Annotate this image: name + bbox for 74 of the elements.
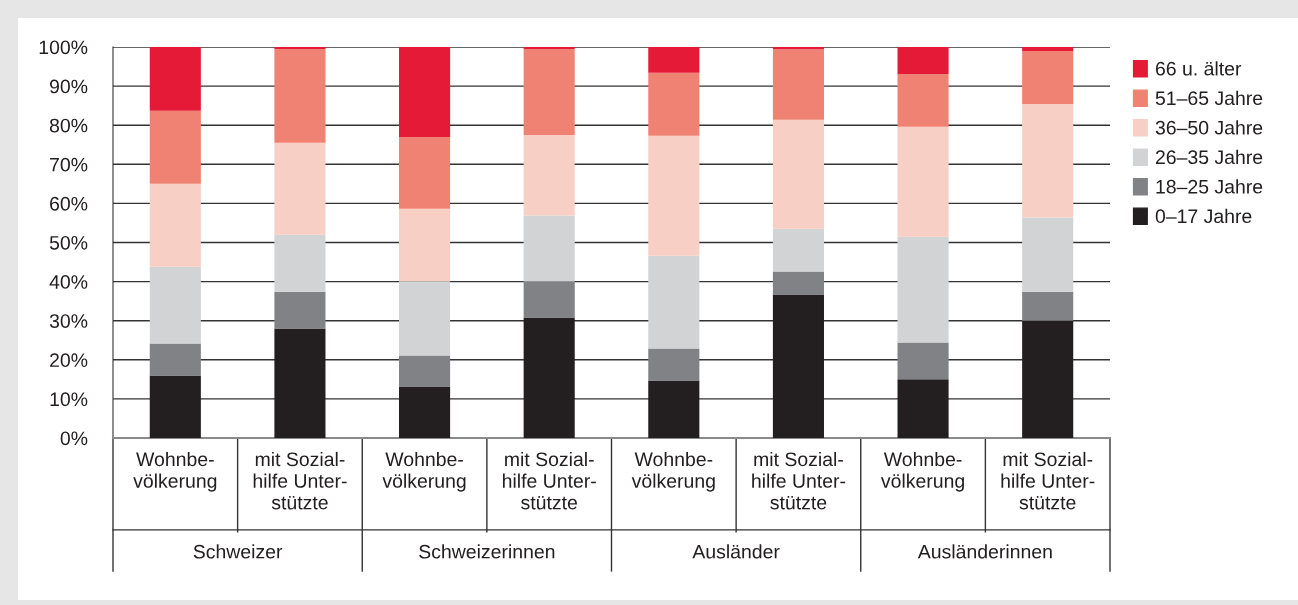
bar xyxy=(523,134,575,216)
bar xyxy=(523,215,575,282)
x-tick-label: Wohnbe- völkerung xyxy=(133,451,217,492)
bar xyxy=(772,271,824,295)
bar xyxy=(897,126,949,237)
y-tick-label: 10% xyxy=(50,392,88,407)
bar xyxy=(399,47,451,137)
bar xyxy=(648,47,700,73)
y-tick-label: 0% xyxy=(60,431,88,446)
y-tick-label: 60% xyxy=(50,196,88,211)
bar xyxy=(1022,104,1074,218)
bar xyxy=(274,142,326,235)
x-tick-label: mit Sozial- hilfe Unter- stützte xyxy=(502,451,596,510)
bar xyxy=(648,72,700,136)
legend-label: 26–35 Jahre xyxy=(1155,149,1263,165)
x-tick-label: Wohnbe- völkerung xyxy=(631,451,715,492)
y-tick-label: 20% xyxy=(50,353,88,368)
legend-label: 18–25 Jahre xyxy=(1156,179,1263,194)
x-tick-label: Wohnbe- völkerung xyxy=(382,451,466,492)
y-tick-label: 30% xyxy=(49,314,88,328)
bar xyxy=(897,379,949,438)
bar xyxy=(897,73,949,127)
bar xyxy=(523,281,575,318)
y-tick-label: 90% xyxy=(50,79,88,94)
y-tick-label: 80% xyxy=(49,118,88,133)
bar xyxy=(772,49,824,120)
bar xyxy=(897,236,949,343)
bar xyxy=(399,355,451,387)
bar xyxy=(399,208,451,282)
bar xyxy=(149,266,201,344)
bar xyxy=(897,47,949,74)
bar xyxy=(523,317,575,438)
text: Schweizer xyxy=(193,544,283,559)
bar xyxy=(772,294,824,438)
bar xyxy=(149,343,201,376)
x-tick-label: mit Sozial- hilfe Unter- stützte xyxy=(752,451,846,510)
legend-label: 0–17 Jahre xyxy=(1155,208,1252,224)
bar xyxy=(648,348,700,381)
bar xyxy=(274,328,326,438)
bar xyxy=(1022,291,1074,321)
bar xyxy=(897,342,949,380)
bar xyxy=(149,110,201,184)
bar xyxy=(1022,320,1074,438)
bar xyxy=(772,228,824,272)
bar xyxy=(648,255,700,349)
bar xyxy=(149,375,201,438)
legend-label: 66 u. älter xyxy=(1155,61,1242,76)
bar xyxy=(648,135,700,256)
bar xyxy=(274,291,326,329)
bar xyxy=(149,183,201,267)
bar xyxy=(523,48,575,135)
bar xyxy=(399,386,451,438)
x-tick-label: mit Sozial- hilfe Unter- stützte xyxy=(253,451,347,510)
text: Ausländer xyxy=(692,544,780,559)
bar xyxy=(274,234,326,292)
bar xyxy=(648,380,700,438)
y-tick-label: 100% xyxy=(39,40,88,55)
bar xyxy=(399,281,451,356)
bar xyxy=(274,48,326,143)
y-tick-label: 40% xyxy=(49,275,88,289)
x-tick-label: mit Sozial- hilfe Unter- stützte xyxy=(1001,451,1095,510)
legend-label: 36–50 Jahre xyxy=(1155,120,1263,135)
bar xyxy=(1022,47,1074,51)
y-tick-label: 50% xyxy=(49,235,88,250)
bar xyxy=(772,119,824,229)
text: Ausländerinnen xyxy=(917,544,1052,559)
x-tick-label: Wohnbe- völkerung xyxy=(880,451,964,492)
text: Schweizerinnen xyxy=(419,544,555,559)
y-tick-label: 70% xyxy=(50,157,88,172)
bar xyxy=(1022,50,1074,105)
bar xyxy=(1022,217,1074,292)
bar xyxy=(149,47,201,111)
bar xyxy=(399,136,451,209)
legend-label: 51–65 Jahre xyxy=(1155,90,1263,106)
